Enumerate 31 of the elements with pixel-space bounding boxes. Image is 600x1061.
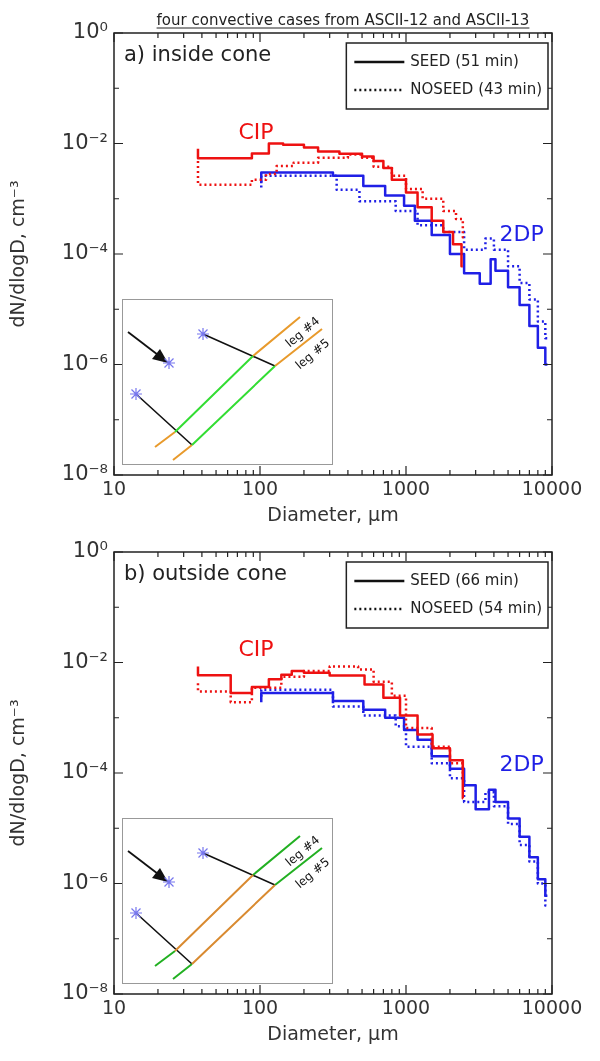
x-tick-label: 10 — [101, 996, 127, 1019]
x-tick-label: 10000 — [521, 996, 583, 1019]
annotation: SEED (66 min) — [410, 570, 519, 589]
annotation: NOSEED (43 min) — [410, 79, 542, 98]
annotation: a) inside cone — [124, 41, 272, 66]
y-axis-title: dN/dlogD, cm⁻³ — [6, 180, 29, 328]
y-tick-label: 10⁻⁴ — [61, 759, 108, 784]
x-tick-label: 1000 — [381, 996, 431, 1019]
y-axis-title: dN/dlogD, cm⁻³ — [6, 699, 29, 847]
y-tick-label: 10⁻⁶ — [61, 869, 108, 894]
y-tick-label: 10⁻⁴ — [61, 240, 108, 265]
series-label: CIP — [238, 636, 274, 662]
series-label: 2DP — [499, 751, 544, 777]
x-tick-label: 100 — [241, 996, 279, 1019]
y-tick-label: 10⁻² — [61, 129, 108, 154]
x-tick-label: 100 — [241, 477, 279, 500]
x-axis-title: Diameter, μm — [267, 1021, 399, 1044]
x-axis-title: Diameter, μm — [267, 502, 399, 525]
annotation: b) outside cone — [124, 560, 287, 585]
y-tick-label: 10⁻² — [61, 648, 108, 673]
y-tick-label: 10⁻⁶ — [61, 350, 108, 375]
annotation: NOSEED (54 min) — [410, 598, 542, 617]
chart-title: four convective cases from ASCII-12 and ASCII-13 — [156, 11, 530, 29]
y-tick-label: 10⁰ — [72, 19, 108, 44]
series-label: 2DP — [499, 221, 544, 247]
y-tick-label: 10⁰ — [72, 538, 108, 563]
x-tick-label: 10000 — [521, 477, 583, 500]
annotation: SEED (51 min) — [410, 51, 519, 70]
x-tick-label: 1000 — [381, 477, 431, 500]
x-tick-label: 10 — [101, 477, 127, 500]
series-label: CIP — [238, 118, 274, 144]
